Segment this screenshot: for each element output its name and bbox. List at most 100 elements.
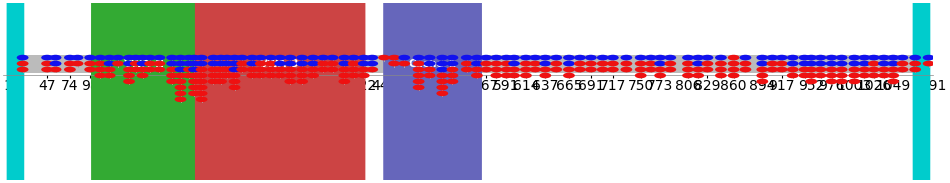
Ellipse shape <box>471 55 483 60</box>
Ellipse shape <box>799 73 810 78</box>
Ellipse shape <box>296 61 308 66</box>
Ellipse shape <box>367 55 378 60</box>
Ellipse shape <box>767 55 778 60</box>
Ellipse shape <box>471 61 483 66</box>
Ellipse shape <box>682 61 694 66</box>
Ellipse shape <box>207 73 219 78</box>
Ellipse shape <box>229 85 240 90</box>
Ellipse shape <box>878 61 890 66</box>
FancyBboxPatch shape <box>7 0 25 183</box>
Text: Cache_1: Cache_1 <box>408 59 457 69</box>
Ellipse shape <box>787 67 799 72</box>
Ellipse shape <box>461 55 473 60</box>
Ellipse shape <box>767 61 778 66</box>
Ellipse shape <box>728 73 739 78</box>
Ellipse shape <box>787 73 799 78</box>
Ellipse shape <box>848 73 861 78</box>
Ellipse shape <box>815 67 826 72</box>
Ellipse shape <box>229 79 240 84</box>
Ellipse shape <box>317 61 329 66</box>
Ellipse shape <box>348 73 359 78</box>
Ellipse shape <box>897 55 908 60</box>
Ellipse shape <box>597 55 609 60</box>
Ellipse shape <box>296 73 308 78</box>
Ellipse shape <box>815 55 826 60</box>
Ellipse shape <box>682 73 694 78</box>
Bar <box>9 55 929 73</box>
Ellipse shape <box>501 61 512 66</box>
Ellipse shape <box>94 61 106 66</box>
Ellipse shape <box>49 55 62 60</box>
Ellipse shape <box>776 67 788 72</box>
Ellipse shape <box>367 67 378 72</box>
Ellipse shape <box>207 55 219 60</box>
Ellipse shape <box>635 61 647 66</box>
Ellipse shape <box>188 55 200 60</box>
Ellipse shape <box>183 55 195 60</box>
Ellipse shape <box>645 61 656 66</box>
Ellipse shape <box>436 85 448 90</box>
Ellipse shape <box>815 61 826 66</box>
Ellipse shape <box>550 55 562 60</box>
Ellipse shape <box>574 67 586 72</box>
FancyBboxPatch shape <box>195 0 366 183</box>
Ellipse shape <box>144 55 156 60</box>
Ellipse shape <box>215 73 227 78</box>
Ellipse shape <box>215 61 227 66</box>
Ellipse shape <box>868 73 880 78</box>
Ellipse shape <box>412 55 425 60</box>
Ellipse shape <box>878 73 890 78</box>
Ellipse shape <box>17 61 28 66</box>
Ellipse shape <box>64 61 76 66</box>
Ellipse shape <box>175 67 186 72</box>
Ellipse shape <box>563 67 575 72</box>
Ellipse shape <box>221 73 233 78</box>
Ellipse shape <box>130 61 142 66</box>
Ellipse shape <box>229 61 240 66</box>
Ellipse shape <box>246 73 258 78</box>
Ellipse shape <box>130 67 142 72</box>
Ellipse shape <box>307 61 319 66</box>
Ellipse shape <box>887 67 899 72</box>
FancyBboxPatch shape <box>91 0 199 183</box>
Ellipse shape <box>715 61 727 66</box>
Ellipse shape <box>635 73 647 78</box>
Ellipse shape <box>508 73 520 78</box>
Ellipse shape <box>183 61 195 66</box>
Ellipse shape <box>175 91 186 96</box>
Ellipse shape <box>826 73 838 78</box>
Ellipse shape <box>635 55 647 60</box>
Ellipse shape <box>836 79 847 84</box>
Ellipse shape <box>715 67 727 72</box>
Ellipse shape <box>412 73 425 78</box>
Ellipse shape <box>188 73 200 78</box>
Ellipse shape <box>41 67 53 72</box>
Ellipse shape <box>607 67 618 72</box>
Ellipse shape <box>124 73 135 78</box>
Ellipse shape <box>196 91 207 96</box>
Ellipse shape <box>739 67 751 72</box>
Ellipse shape <box>154 55 165 60</box>
Ellipse shape <box>130 55 142 60</box>
Ellipse shape <box>284 61 296 66</box>
Ellipse shape <box>237 67 248 72</box>
Ellipse shape <box>348 55 359 60</box>
Ellipse shape <box>275 61 286 66</box>
Ellipse shape <box>693 61 704 66</box>
Ellipse shape <box>255 61 267 66</box>
Ellipse shape <box>175 85 186 90</box>
Ellipse shape <box>265 61 276 66</box>
FancyBboxPatch shape <box>383 0 482 183</box>
Ellipse shape <box>848 55 861 60</box>
Ellipse shape <box>166 67 178 72</box>
Ellipse shape <box>436 67 448 72</box>
Ellipse shape <box>436 61 448 66</box>
Ellipse shape <box>739 61 751 66</box>
Ellipse shape <box>446 73 458 78</box>
Ellipse shape <box>859 61 870 66</box>
Ellipse shape <box>207 79 219 84</box>
Ellipse shape <box>175 55 186 60</box>
Ellipse shape <box>887 73 899 78</box>
Ellipse shape <box>196 55 207 60</box>
Ellipse shape <box>836 55 847 60</box>
